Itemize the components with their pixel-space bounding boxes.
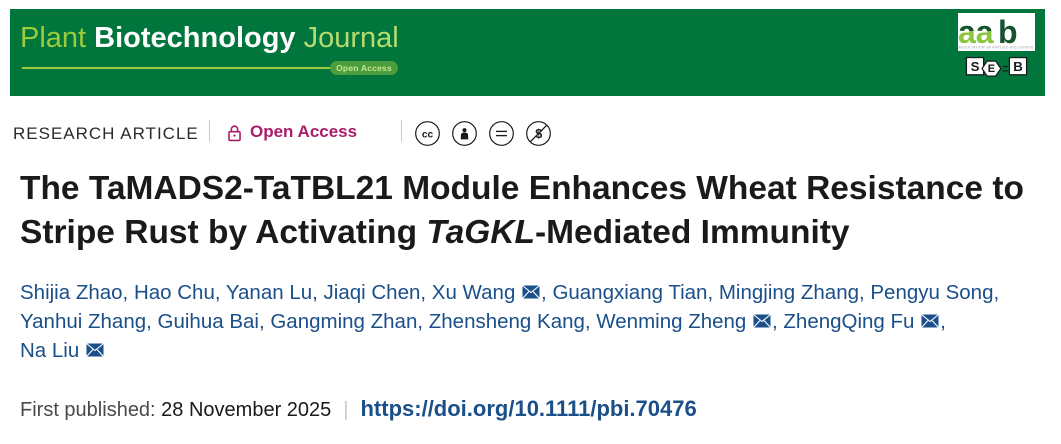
svg-text:E: E [988,63,995,75]
svg-text:cc: cc [422,130,434,141]
svg-text:S: S [971,59,980,74]
svg-text:ASSOCIATION OF APPLIED BIOLOGI: ASSOCIATION OF APPLIED BIOLOGISTS [958,46,1033,50]
svg-text:B: B [1013,59,1023,74]
